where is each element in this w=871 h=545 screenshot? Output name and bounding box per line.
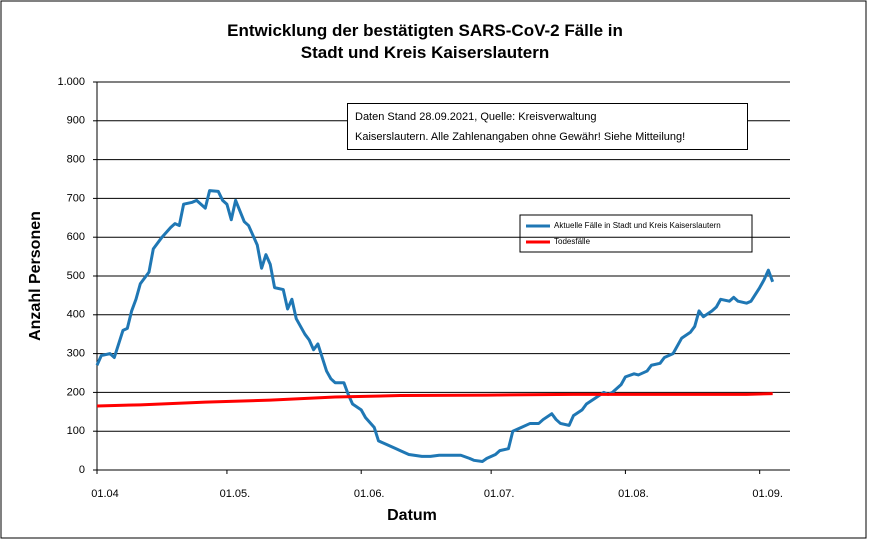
y-tick-label: 900 [67, 115, 85, 127]
x-tick-label: 01.07. [484, 488, 515, 500]
y-tick-label: 1.000 [57, 76, 85, 88]
y-tick-label: 800 [67, 154, 85, 166]
y-tick-label: 200 [67, 386, 85, 398]
y-tick-label: 500 [67, 270, 85, 282]
legend-label: Aktuelle Fälle in Stadt und Kreis Kaiser… [554, 221, 721, 230]
legend-label: Todesfälle [554, 237, 591, 246]
x-tick-label: 01.08. [618, 488, 649, 500]
legend-box [519, 214, 753, 253]
y-tick-label: 100 [67, 425, 85, 437]
series-line [96, 392, 773, 408]
y-tick-label: 700 [67, 192, 85, 204]
y-tick-label: 0 [79, 464, 85, 476]
x-tick-label: 01.06. [354, 488, 385, 500]
y-tick-label: 300 [67, 348, 85, 360]
chart-title: Entwicklung der bestätigten SARS-CoV-2 F… [227, 21, 623, 62]
x-tick-label: 01.09. [752, 488, 783, 500]
x-axis-label: Datum [387, 507, 437, 524]
x-tick-label: 01.04 [91, 488, 119, 500]
annotation: Daten Stand 28.09.2021, Quelle: Kreisver… [347, 103, 748, 150]
y-tick-label: 600 [67, 231, 85, 243]
y-axis-label: Anzahl Personen [27, 211, 44, 341]
x-tick-label: 01.05. [220, 488, 251, 500]
y-tick-label: 400 [67, 309, 85, 321]
series-line [95, 189, 775, 463]
